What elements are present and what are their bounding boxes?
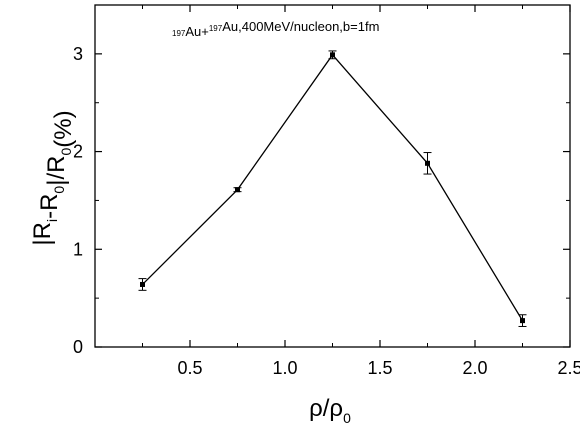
data-point: [425, 160, 430, 166]
y-axis-ticks: 0 1 2 3: [73, 44, 570, 357]
data-point: [235, 187, 240, 193]
series-line: [142, 53, 524, 321]
x-tick-label: 1.0: [272, 358, 297, 378]
x-tick-label: 0.5: [177, 358, 202, 378]
chart-annotation: 197Au+197Au,400MeV/nucleon,b=1fm: [172, 19, 379, 39]
data-point: [140, 281, 145, 287]
series: [138, 50, 527, 327]
data-point: [520, 318, 525, 324]
y-tick-label: 1: [73, 239, 83, 259]
y-tick-label: 3: [73, 44, 83, 64]
y-axis-label: |Ri-R0|/R0(%): [29, 110, 77, 245]
x-axis-label: ρ/ρ0: [309, 395, 351, 423]
data-point: [330, 52, 335, 58]
x-tick-label: 2.5: [557, 358, 580, 378]
y-tick-label: 2: [73, 142, 83, 162]
x-axis-ticks: 0.5 1.0 1.5 2.0 2.5: [142, 5, 580, 378]
x-tick-label: 2.0: [462, 358, 487, 378]
x-tick-label: 1.5: [367, 358, 392, 378]
y-tick-label: 0: [73, 337, 83, 357]
